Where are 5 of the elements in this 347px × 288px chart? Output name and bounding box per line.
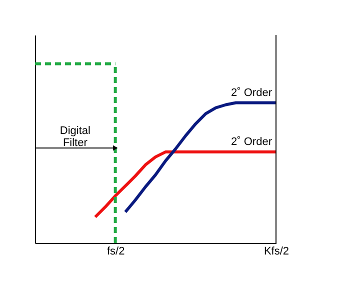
x-tick-label: Kfs/2 [264, 246, 290, 258]
series-label: 2˚ Order [231, 86, 272, 99]
annotation: Digital Filter [60, 124, 90, 149]
series-label: 2˚ Order [231, 136, 272, 148]
x-tick-label: fs/2 [106, 246, 125, 258]
